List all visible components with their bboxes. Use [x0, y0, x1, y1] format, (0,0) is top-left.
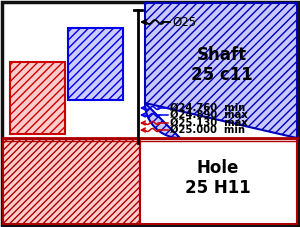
PathPatch shape — [145, 3, 297, 138]
Text: Ø24.760  min: Ø24.760 min — [170, 103, 245, 113]
Bar — [140, 139, 297, 224]
Text: Ø25.130  max: Ø25.130 max — [170, 118, 248, 128]
Text: Shaft
25 c11: Shaft 25 c11 — [191, 46, 253, 84]
Bar — [68, 28, 123, 100]
Text: Ø25.000  min: Ø25.000 min — [170, 125, 245, 135]
Text: Ø24.890  max: Ø24.890 max — [170, 110, 248, 120]
Bar — [10, 62, 65, 134]
Bar — [3, 139, 140, 224]
Text: Ø25: Ø25 — [172, 15, 196, 29]
Text: Hole
25 H11: Hole 25 H11 — [185, 159, 251, 197]
